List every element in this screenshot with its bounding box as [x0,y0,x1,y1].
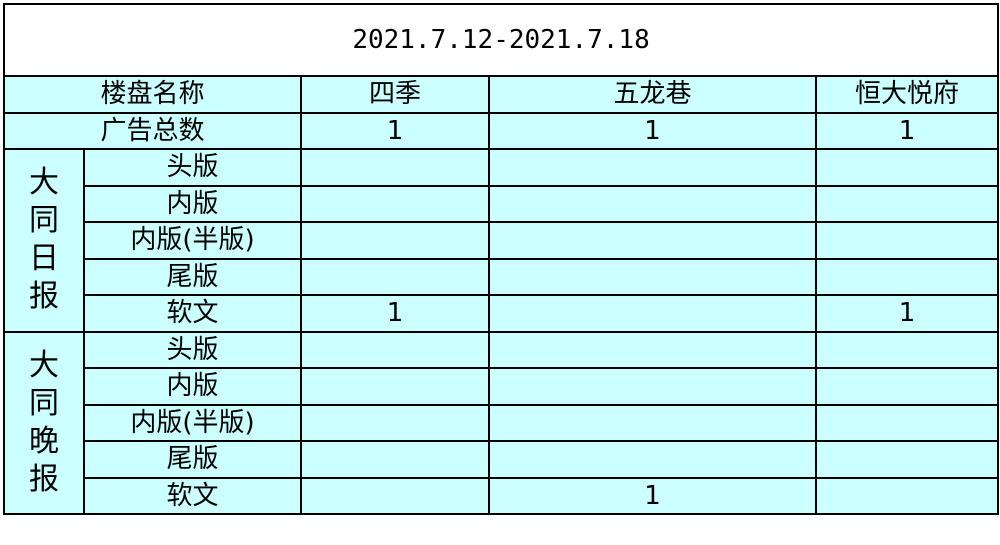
cell-value [300,148,490,187]
table-row: 内版(半版) [4,221,1000,260]
cell-value [488,184,817,223]
table-row: 尾版 [4,257,1000,296]
group-char: 日 [29,241,59,277]
cell-value [300,440,490,479]
table-row: 大同晚报头版 [3,330,1000,515]
row-label: 内版 [83,367,302,406]
table-row: 内版 [4,184,1000,223]
cell-value [488,367,817,406]
cell-value [488,330,817,369]
cell-value [488,440,817,479]
total-value: 1 [488,111,817,150]
cell-value [814,367,1000,406]
ad-stats-table: 2021.7.12-2021.7.18 楼盘名称 四季 五龙巷 恒大悦府 广告总… [2,3,1000,515]
total-value: 1 [300,111,490,150]
row-label: 头版 [83,330,302,369]
total-label: 广告总数 [3,111,302,150]
table-row: 软文 1 1 [4,294,1000,333]
row-label: 尾版 [83,257,302,296]
table-row: 大同日报头版 [3,148,1000,333]
group-char: 大 [29,347,59,383]
cell-value [300,330,490,369]
table-row: 软文 1 [4,476,1000,515]
total-value: 1 [814,111,1000,150]
cell-value [300,221,490,260]
group-char: 报 [29,279,59,315]
cell-value [814,184,1000,223]
row-label: 尾版 [83,440,302,479]
date-range-title: 2021.7.12-2021.7.18 [2,3,1000,77]
newspaper-group-label: 大同晚报 [3,330,85,515]
cell-value [300,476,490,515]
cell-value [488,403,817,442]
cell-value [814,148,1000,187]
header-column: 恒大悦府 [814,75,1000,114]
cell-value [814,257,1000,296]
newspaper-group-label: 大同日报 [3,148,85,333]
row-label: 内版(半版) [83,403,302,442]
cell-value [814,221,1000,260]
cell-value [814,440,1000,479]
cell-value [488,294,817,333]
header-column: 四季 [300,75,490,114]
cell-value [300,257,490,296]
cell-value: 1 [488,476,817,515]
cell-value [300,184,490,223]
group-char: 同 [29,385,59,421]
table-row: 尾版 [4,440,1000,479]
group-char: 同 [29,203,59,239]
row-label: 软文 [83,476,302,515]
group-char: 报 [29,461,59,497]
group-char: 大 [29,165,59,201]
cell-value: 1 [300,294,490,333]
row-label: 头版 [83,148,302,187]
table-row: 内版(半版) [4,403,1000,442]
cell-value [300,403,490,442]
header-name-label: 楼盘名称 [3,75,302,114]
cell-value [488,148,817,187]
cell-value [814,476,1000,515]
table-row: 内版 [4,367,1000,406]
cell-value [488,221,817,260]
row-label: 内版 [83,184,302,223]
cell-value [814,330,1000,369]
cell-value: 1 [814,294,1000,333]
row-label: 内版(半版) [83,221,302,260]
cell-value [300,367,490,406]
group-char: 晚 [29,423,59,459]
row-label: 软文 [83,294,302,333]
cell-value [488,257,817,296]
cell-value [814,403,1000,442]
header-column: 五龙巷 [488,75,817,114]
